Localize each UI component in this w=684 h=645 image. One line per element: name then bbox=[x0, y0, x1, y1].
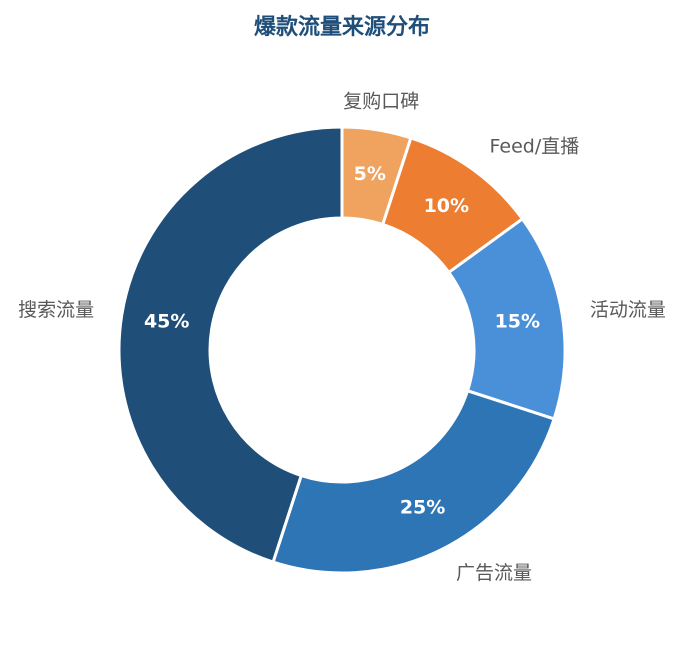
donut-slice bbox=[271, 388, 556, 575]
category-label: 搜索流量 bbox=[18, 299, 94, 321]
category-label: 复购口碑 bbox=[343, 91, 419, 113]
value-label: 45% bbox=[144, 311, 189, 333]
value-label: 15% bbox=[495, 311, 540, 333]
category-label: 广告流量 bbox=[456, 562, 532, 584]
chart-title: 爆款流量来源分布 bbox=[254, 14, 430, 40]
value-label: 25% bbox=[400, 497, 445, 519]
value-label: 10% bbox=[424, 195, 469, 217]
donut-slice bbox=[117, 125, 344, 564]
category-label: Feed/直播 bbox=[490, 135, 580, 157]
value-label: 5% bbox=[354, 163, 386, 185]
category-label: 活动流量 bbox=[590, 299, 666, 321]
